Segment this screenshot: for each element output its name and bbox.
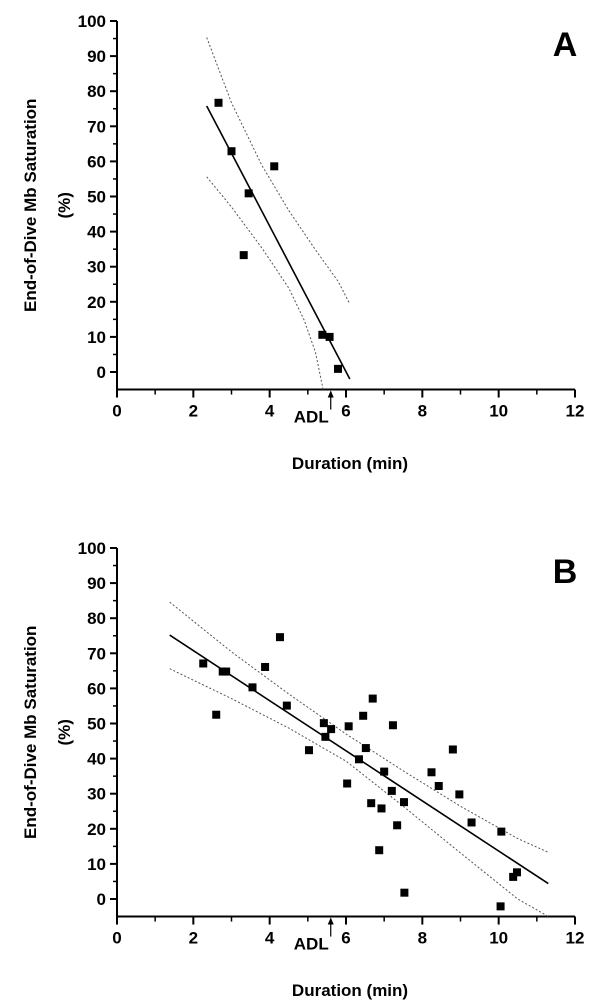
y-axis-label-unit: (%)	[55, 719, 74, 745]
data-point	[214, 98, 223, 107]
y-tick-label: 10	[87, 328, 106, 347]
data-point	[275, 633, 284, 642]
chart-panel-a: 0 10 20 30 40 50 60 70 80 90 100 0 2 4 6 8 10 12 Duration …	[21, 12, 584, 473]
data-point	[248, 683, 257, 692]
data-point	[388, 721, 397, 730]
x-axis-label: Duration (min)	[292, 981, 408, 1000]
y-tick-label: 40	[87, 750, 106, 769]
data-point	[467, 818, 476, 827]
data-point	[318, 330, 327, 339]
data-point	[327, 725, 336, 734]
y-tick-label: 80	[87, 609, 106, 628]
y-tick-label: 70	[87, 117, 106, 136]
x-tick-label: 6	[341, 929, 350, 948]
y-tick-label: 50	[87, 715, 106, 734]
data-point	[387, 786, 396, 795]
y-tick-label: 100	[78, 12, 106, 31]
data-point	[400, 798, 409, 807]
data-point	[325, 332, 334, 341]
y-tick-label: 0	[97, 890, 106, 909]
data-point	[333, 364, 342, 373]
y-tick-label: 60	[87, 679, 106, 698]
data-point	[393, 821, 402, 830]
data-point	[344, 722, 353, 731]
adl-annotation: ADL	[294, 935, 329, 954]
y-tick-label: 10	[87, 855, 106, 874]
x-axis-label: Duration (min)	[292, 454, 408, 473]
confidence-band-upper	[169, 601, 549, 853]
data-point	[380, 767, 389, 776]
data-point	[496, 902, 505, 911]
data-point	[212, 710, 221, 719]
x-tick-label: 4	[265, 402, 275, 421]
y-tick-label: 30	[87, 785, 106, 804]
adl-arrow-head	[327, 390, 334, 398]
x-tick-label: 6	[341, 402, 350, 421]
data-point	[244, 189, 253, 198]
data-point	[227, 147, 236, 156]
y-tick-label: 70	[87, 644, 106, 663]
data-point	[239, 251, 248, 260]
y-tick-label: 50	[87, 188, 106, 207]
x-tick-label: 10	[489, 402, 508, 421]
y-tick-label: 0	[97, 363, 106, 382]
x-tick-label: 4	[265, 929, 275, 948]
y-axis-label: End-of-Dive Mb Saturation	[21, 626, 40, 839]
x-tick-label: 12	[566, 402, 585, 421]
data-point	[512, 868, 521, 877]
data-point	[497, 827, 506, 836]
data-point	[361, 744, 370, 753]
y-axis-label-unit: (%)	[55, 192, 74, 218]
data-point	[455, 790, 464, 799]
confidence-band-upper	[206, 37, 351, 305]
data-point	[319, 719, 328, 728]
data-point	[368, 694, 377, 703]
x-tick-label: 12	[566, 929, 585, 948]
data-point	[377, 804, 386, 813]
x-tick-label: 0	[112, 929, 121, 948]
data-point	[270, 162, 279, 171]
x-tick-label: 10	[489, 929, 508, 948]
panel-label: B	[553, 553, 578, 591]
data-point	[199, 659, 208, 668]
data-point	[354, 755, 363, 764]
x-tick-label: 8	[418, 402, 427, 421]
data-point	[427, 768, 436, 777]
confidence-band-lower	[206, 176, 324, 390]
y-tick-label: 80	[87, 82, 106, 101]
y-tick-label: 20	[87, 293, 106, 312]
data-point	[448, 745, 457, 754]
data-point	[367, 799, 376, 808]
x-tick-label: 8	[418, 929, 427, 948]
data-point	[359, 711, 368, 720]
adl-arrow-head	[327, 917, 334, 925]
data-point	[222, 667, 231, 676]
data-point	[400, 888, 409, 897]
x-tick-label: 2	[189, 929, 198, 948]
y-tick-label: 100	[78, 539, 106, 558]
x-tick-label: 2	[189, 402, 198, 421]
y-tick-label: 20	[87, 820, 106, 839]
y-tick-label: 40	[87, 223, 106, 242]
y-tick-label: 90	[87, 47, 106, 66]
confidence-band-lower	[169, 668, 549, 917]
chart-panel-b: 0 10 20 30 40 50 60 70 80 90 100 0 2 4 6 8 10 12 Duration …	[21, 539, 584, 1000]
adl-annotation: ADL	[294, 408, 329, 427]
data-point	[304, 746, 313, 755]
data-point	[509, 872, 518, 881]
y-axis-label: End-of-Dive Mb Saturation	[21, 99, 40, 312]
data-point	[261, 662, 270, 671]
y-tick-label: 90	[87, 574, 106, 593]
x-tick-label: 0	[112, 402, 121, 421]
data-point	[321, 732, 330, 741]
data-point	[343, 779, 352, 788]
y-tick-label: 30	[87, 258, 106, 277]
data-point	[375, 846, 384, 855]
data-point	[282, 701, 291, 710]
y-tick-label: 60	[87, 152, 106, 171]
panel-label: A	[553, 26, 578, 64]
data-point	[434, 781, 443, 790]
